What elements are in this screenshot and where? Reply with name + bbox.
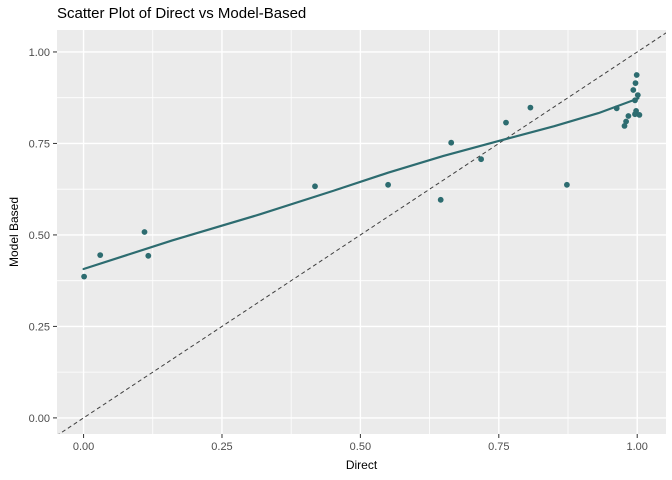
data-point — [312, 183, 318, 190]
x-tick-label: 0.75 — [488, 441, 509, 453]
y-tick-label: 0.75 — [29, 138, 50, 150]
data-point — [564, 181, 570, 188]
data-point — [632, 111, 638, 118]
x-tick-label: 1.00 — [627, 441, 648, 453]
data-point — [141, 229, 148, 235]
x-axis-title: Direct — [345, 458, 378, 472]
chart-title: Scatter Plot of Direct vs Model-Based — [57, 5, 307, 22]
data-point — [385, 181, 391, 188]
y-tick-label: 1.00 — [29, 47, 50, 59]
data-point — [634, 92, 641, 98]
regression-line — [82, 97, 640, 271]
data-point — [623, 118, 629, 125]
x-tick-label: 0.25 — [211, 441, 232, 453]
x-tick-label: 0.50 — [350, 441, 371, 453]
data-point — [97, 252, 104, 258]
data-point — [81, 273, 87, 280]
panel-background — [57, 30, 666, 434]
y-tick-label: 0.25 — [29, 321, 50, 333]
data-point — [632, 80, 639, 86]
data-point — [621, 123, 628, 129]
data-point — [503, 119, 509, 126]
data-point — [632, 97, 638, 104]
y-tick-label: 0.50 — [29, 230, 50, 242]
data-point — [145, 252, 152, 259]
data-point — [527, 104, 534, 111]
y-tick-label: 0.00 — [29, 413, 50, 425]
data-point — [437, 196, 444, 203]
data-point — [625, 113, 632, 119]
x-tick-label: 0.00 — [73, 441, 94, 453]
data-point — [613, 105, 620, 112]
data-point — [478, 156, 484, 163]
data-point — [630, 87, 637, 93]
data-point — [633, 72, 640, 78]
data-point — [448, 139, 455, 146]
identity-line — [58, 32, 666, 434]
data-point — [636, 112, 643, 118]
